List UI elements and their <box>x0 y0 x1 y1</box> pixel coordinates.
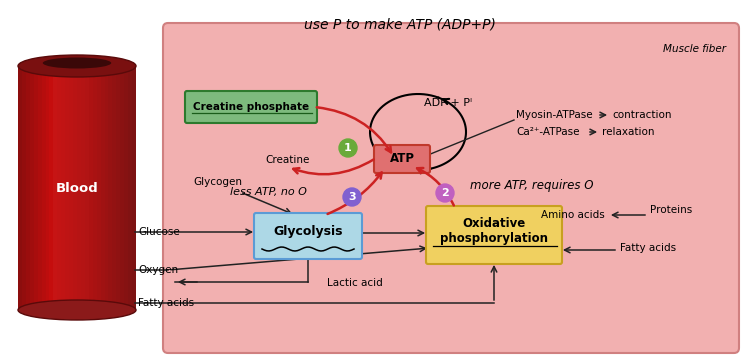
Text: Glycogen: Glycogen <box>193 177 243 187</box>
Bar <box>57 66 62 310</box>
Bar <box>132 66 136 310</box>
Text: use P to make ATP (ADP+P): use P to make ATP (ADP+P) <box>304 18 496 32</box>
FancyBboxPatch shape <box>426 206 562 264</box>
Bar <box>112 66 117 310</box>
Text: Myosin-ATPase: Myosin-ATPase <box>516 110 593 120</box>
Text: 1: 1 <box>344 143 352 153</box>
Text: Glycolysis: Glycolysis <box>273 225 343 238</box>
FancyBboxPatch shape <box>374 145 430 173</box>
Circle shape <box>339 139 357 157</box>
Text: ATP: ATP <box>390 153 414 165</box>
Ellipse shape <box>42 57 111 69</box>
Circle shape <box>343 188 361 206</box>
Text: less ATP, no O: less ATP, no O <box>230 187 307 197</box>
Bar <box>33 66 38 310</box>
Text: contraction: contraction <box>612 110 672 120</box>
Bar <box>22 66 26 310</box>
Bar <box>100 66 105 310</box>
Bar <box>85 66 89 310</box>
Bar <box>105 66 109 310</box>
Bar <box>81 66 86 310</box>
Text: Muscle fiber: Muscle fiber <box>663 44 726 54</box>
FancyBboxPatch shape <box>185 91 317 123</box>
Bar <box>49 66 54 310</box>
Bar <box>124 66 129 310</box>
Bar <box>30 66 34 310</box>
Bar <box>128 66 132 310</box>
Text: Glucose: Glucose <box>138 227 180 237</box>
Bar <box>61 66 65 310</box>
Text: Blood: Blood <box>56 182 98 196</box>
Text: ADP + Pᴵ: ADP + Pᴵ <box>424 98 472 108</box>
Bar <box>116 66 121 310</box>
Text: 3: 3 <box>348 192 356 202</box>
Bar <box>38 66 42 310</box>
Text: Lactic acid: Lactic acid <box>327 278 383 288</box>
Bar <box>97 66 101 310</box>
Bar <box>69 66 74 310</box>
Circle shape <box>436 184 454 202</box>
Bar <box>26 66 31 310</box>
Bar <box>42 66 46 310</box>
Text: Oxygen: Oxygen <box>138 265 178 275</box>
Text: Oxidative
phosphorylation: Oxidative phosphorylation <box>440 217 548 245</box>
Bar <box>93 66 97 310</box>
Bar <box>109 66 113 310</box>
Bar <box>45 66 50 310</box>
FancyBboxPatch shape <box>163 23 739 353</box>
Bar <box>18 66 22 310</box>
Text: relaxation: relaxation <box>602 127 655 137</box>
Bar <box>65 66 70 310</box>
Text: Fatty acids: Fatty acids <box>620 243 676 253</box>
Text: 2: 2 <box>441 188 449 198</box>
Bar <box>54 66 58 310</box>
Ellipse shape <box>18 55 136 77</box>
Bar <box>73 66 77 310</box>
Text: Amino acids: Amino acids <box>541 210 605 220</box>
Text: Ca²⁺-ATPase: Ca²⁺-ATPase <box>516 127 580 137</box>
Bar <box>77 66 81 310</box>
Text: Creatine phosphate: Creatine phosphate <box>193 102 309 112</box>
Bar <box>121 66 125 310</box>
FancyBboxPatch shape <box>254 213 362 259</box>
Text: Fatty acids: Fatty acids <box>138 298 194 308</box>
Text: more ATP, requires O: more ATP, requires O <box>470 178 594 191</box>
Bar <box>89 66 93 310</box>
Text: Creatine: Creatine <box>266 155 310 165</box>
Ellipse shape <box>18 300 136 320</box>
Text: Proteins: Proteins <box>650 205 692 215</box>
